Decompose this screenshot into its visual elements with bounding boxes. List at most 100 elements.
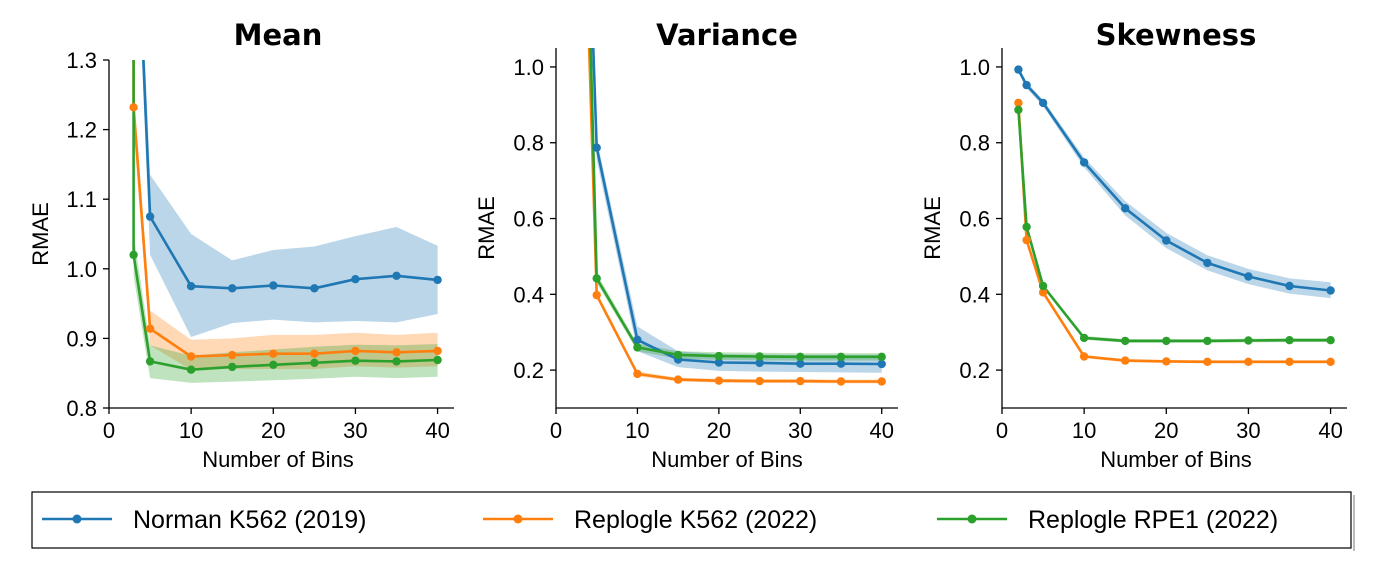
- point-replogle-rpe1-2022: [877, 352, 886, 361]
- point-replogle-k562-2022: [310, 349, 319, 358]
- line-norman-k562-2019: [591, 48, 882, 366]
- point-norman-k562-2019: [1285, 281, 1294, 291]
- point-replogle-k562-2022: [228, 350, 237, 360]
- legend-label: Norman K562 (2019): [133, 506, 366, 534]
- x-tick-label: 30: [788, 418, 812, 443]
- point-norman-k562-2019: [714, 358, 724, 367]
- legend-item-replogle-k562: Replogle K562 (2022): [483, 506, 817, 534]
- panel-title: Skewness: [1096, 18, 1257, 52]
- legend-item-replogle-rpe1: Replogle RPE1 (2022): [937, 506, 1278, 534]
- point-replogle-k562-2022: [755, 376, 764, 386]
- band-norman-k562-2019: [1018, 66, 1331, 299]
- point-replogle-k562-2022: [1038, 288, 1048, 297]
- y-tick-label: 0.2: [959, 358, 990, 383]
- point-replogle-k562-2022: [145, 324, 155, 333]
- y-axis-label: RMAE: [474, 196, 499, 260]
- point-norman-k562-2019: [1121, 204, 1130, 213]
- y-axis-label: RMAE: [28, 202, 53, 266]
- point-norman-k562-2019: [755, 358, 764, 368]
- point-replogle-k562-2022: [1203, 357, 1212, 366]
- legend-label: Replogle RPE1 (2022): [1028, 506, 1278, 534]
- panel-skewness: Skewness 0 10 20 30 40 0.2 0.4 0.6 0.8 1.0 Number…: [920, 18, 1347, 472]
- x-tick-label: 40: [1318, 418, 1342, 443]
- point-replogle-rpe1-2022: [1244, 336, 1253, 345]
- legend: Norman K562 (2019) Replogle K562 (2022) …: [31, 491, 1355, 551]
- point-replogle-k562-2022: [714, 376, 724, 385]
- point-replogle-k562-2022: [877, 377, 886, 386]
- point-replogle-k562-2022: [1326, 357, 1335, 366]
- point-norman-k562-2019: [1079, 158, 1089, 167]
- point-replogle-k562-2022: [1285, 357, 1294, 366]
- y-tick-label: 0.4: [513, 282, 544, 307]
- point-replogle-k562-2022: [351, 346, 360, 356]
- point-replogle-k562-2022: [673, 375, 683, 384]
- point-replogle-k562-2022: [1244, 357, 1253, 366]
- point-norman-k562-2019: [351, 275, 360, 284]
- legend-item-norman: Norman K562 (2019): [42, 506, 366, 534]
- point-replogle-k562-2022: [1121, 356, 1130, 365]
- point-norman-k562-2019: [836, 359, 846, 368]
- point-replogle-rpe1-2022: [310, 358, 319, 367]
- x-tick-label: 10: [179, 418, 203, 443]
- x-tick-label: 40: [425, 418, 449, 443]
- point-replogle-rpe1-2022: [1162, 336, 1171, 346]
- line-replogle-rpe1-2022: [589, 48, 882, 359]
- point-replogle-rpe1-2022: [269, 360, 278, 369]
- point-replogle-rpe1-2022: [592, 274, 601, 283]
- line-replogle-k562-2022: [1017, 102, 1331, 364]
- x-tick-label: 20: [261, 418, 285, 443]
- band-norman-k562-2019: [592, 48, 882, 373]
- y-tick-label: 0.8: [959, 131, 990, 156]
- line-norman-k562-2019: [1017, 68, 1331, 292]
- x-axis-label: Number of Bins: [1100, 447, 1252, 472]
- point-replogle-k562-2022: [129, 103, 138, 112]
- point-norman-k562-2019: [877, 359, 886, 369]
- y-tick-label: 0.8: [513, 131, 544, 156]
- legend-frame: [31, 491, 1352, 549]
- point-replogle-rpe1-2022: [129, 250, 138, 260]
- point-norman-k562-2019: [796, 359, 805, 368]
- x-tick-label: 0: [550, 418, 562, 443]
- panel-title: Mean: [234, 18, 323, 52]
- point-replogle-rpe1-2022: [1038, 281, 1048, 291]
- line-replogle-rpe1-2022: [1017, 109, 1331, 343]
- point-norman-k562-2019: [1326, 286, 1335, 295]
- x-tick-label: 20: [1154, 418, 1178, 443]
- y-tick-label: 0.4: [959, 282, 990, 307]
- point-replogle-k562-2022: [1079, 352, 1089, 361]
- point-replogle-k562-2022: [1014, 98, 1023, 108]
- point-replogle-k562-2022: [1162, 357, 1171, 366]
- point-replogle-rpe1-2022: [836, 352, 846, 361]
- legend-swatch-marker: [513, 514, 523, 524]
- legend-swatch-marker: [72, 514, 82, 524]
- y-tick-label: 1.2: [66, 118, 97, 143]
- point-replogle-rpe1-2022: [1079, 333, 1089, 343]
- point-replogle-k562-2022: [392, 348, 401, 357]
- point-replogle-k562-2022: [186, 352, 196, 361]
- point-replogle-rpe1-2022: [755, 352, 764, 361]
- point-replogle-rpe1-2022: [796, 352, 805, 361]
- y-tick-label: 1.0: [66, 257, 97, 282]
- x-tick-label: 10: [1072, 418, 1096, 443]
- point-norman-k562-2019: [145, 212, 155, 221]
- y-tick-label: 0.2: [513, 358, 544, 383]
- point-replogle-rpe1-2022: [1022, 222, 1031, 232]
- y-tick-label: 0.6: [513, 207, 544, 232]
- x-axis-label: Number of Bins: [651, 447, 803, 472]
- band-replogle-rpe1-2022: [133, 234, 438, 383]
- axis-spines: [1001, 48, 1347, 409]
- point-replogle-k562-2022: [1022, 235, 1031, 245]
- y-tick-label: 0.9: [66, 326, 97, 351]
- panel-mean: Mean 0 10 20 30 40 0.8 0.9 1.0 1.1 1.2 1.3 Number …: [28, 18, 454, 472]
- point-replogle-k562-2022: [592, 290, 601, 300]
- point-replogle-k562-2022: [269, 349, 278, 358]
- y-tick-label: 1.0: [513, 55, 544, 80]
- point-norman-k562-2019: [592, 143, 601, 152]
- point-replogle-k562-2022: [836, 377, 846, 386]
- point-replogle-rpe1-2022: [633, 343, 642, 352]
- panel-variance: Variance 0 10 20 30 40 0.2 0.4 0.6 0.8 1.0 Number…: [474, 18, 898, 472]
- x-tick-label: 40: [869, 418, 893, 443]
- x-tick-label: 30: [1236, 418, 1260, 443]
- point-replogle-k562-2022: [796, 376, 805, 386]
